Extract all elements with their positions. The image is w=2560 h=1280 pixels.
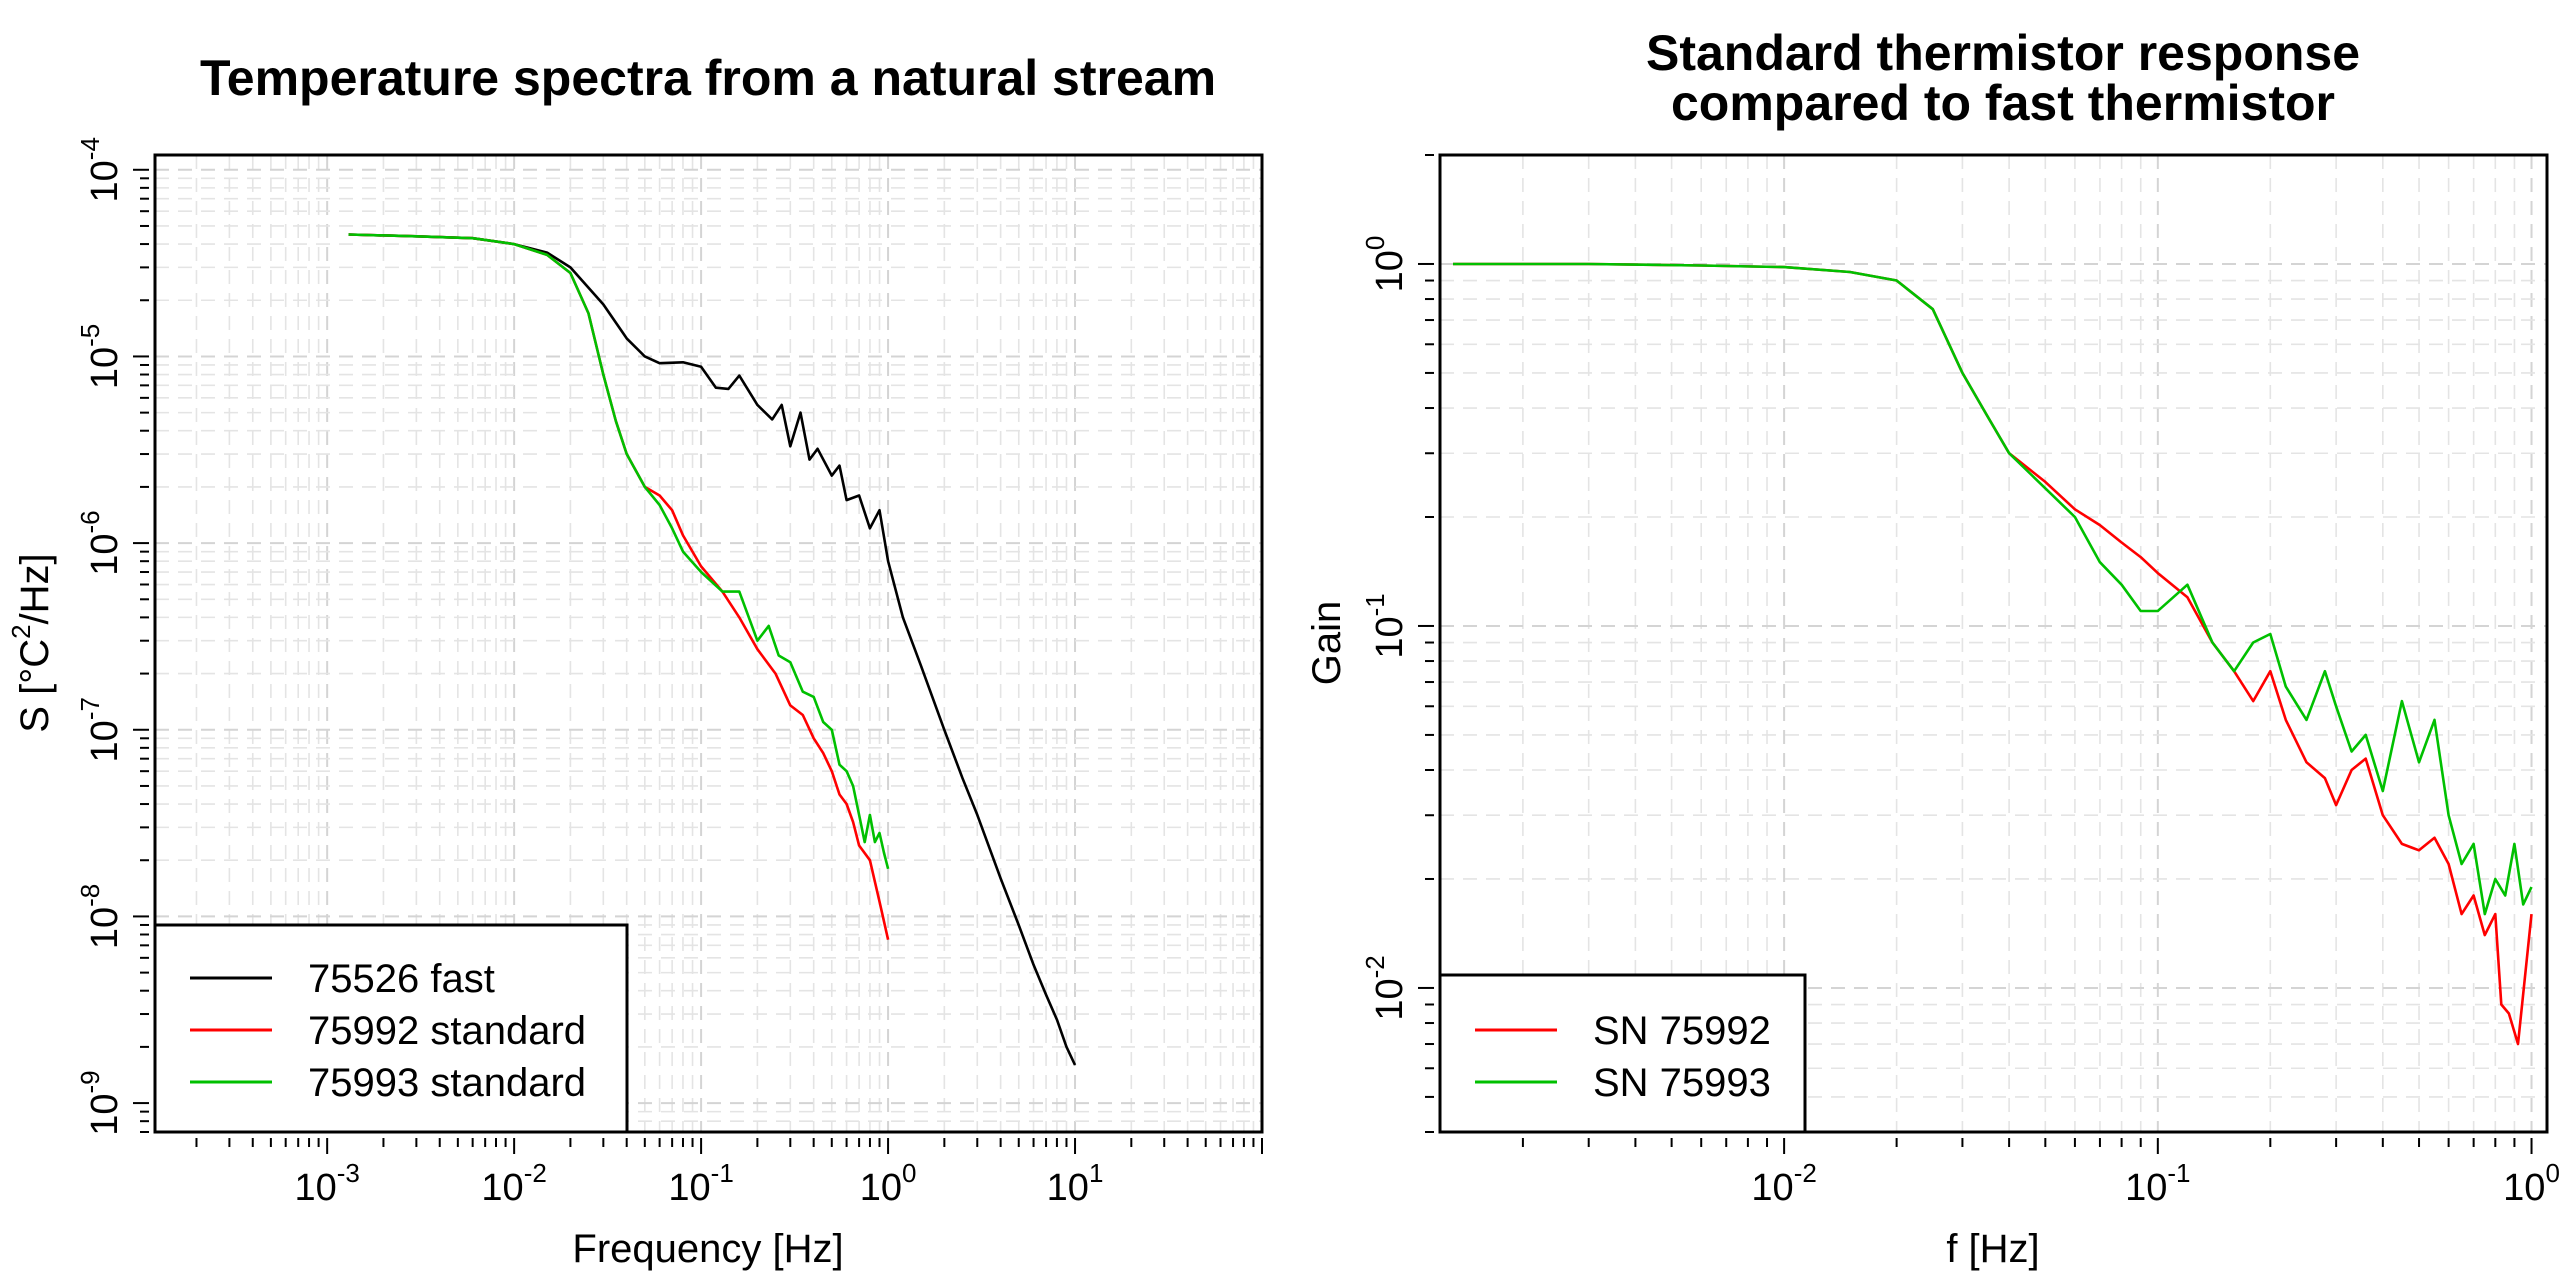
x-tick-label-exp: -3	[337, 1158, 360, 1188]
x-tick-label-exp: -1	[711, 1158, 734, 1188]
chart1-legend-label-75526: 75526 fast	[308, 957, 495, 1001]
chart2-legend-box	[1438, 973, 1807, 1134]
y-tick-label-base: 10	[84, 1094, 126, 1136]
chart1-legend-label-75993: 75993 standard	[308, 1061, 586, 1105]
x-tick-label: 10-1	[668, 1158, 733, 1209]
x-tick-label-base: 10	[668, 1167, 710, 1209]
x-tick-label-base: 10	[2125, 1167, 2167, 1209]
x-tick-label-base: 10	[294, 1167, 336, 1209]
chart1-legend: 75526 fast 75992 standard 75993 standard	[153, 923, 629, 1134]
x-tick-label: 100	[2503, 1158, 2560, 1209]
x-tick-label: 101	[1047, 1158, 1104, 1209]
y-tick-label-base: 10	[84, 720, 126, 762]
chart1-y-axis-label: S [°C2/Hz]	[6, 553, 57, 732]
x-tick-label: 10-3	[294, 1158, 359, 1209]
y-tick-label-exp: -8	[75, 884, 105, 907]
y-tick-label: 10-5	[75, 324, 126, 389]
x-tick-label-base: 10	[1751, 1167, 1793, 1209]
chart1-x-ticks: 10-3 10-2 10-1 100 101	[195, 1138, 1263, 1209]
y-tick-label: 10-2	[1360, 955, 1411, 1020]
chart1-plot-frame	[153, 153, 1264, 1134]
chart1-legend-label-75992: 75992 standard	[308, 1009, 586, 1053]
series-line-2	[1453, 262, 2533, 916]
x-tick-label: 100	[860, 1158, 917, 1209]
y-tick-label-base: 10	[1369, 616, 1411, 658]
chart1-y-label-sup: 2	[6, 624, 36, 638]
series-line-2	[348, 233, 890, 940]
chart1-title: Temperature spectra from a natural strea…	[200, 50, 1216, 106]
chart2-title-line2: compared to fast thermistor	[1671, 75, 2335, 131]
y-tick-label-base: 10	[1369, 250, 1411, 292]
y-tick-label: 100	[1360, 236, 1411, 293]
x-tick-label-base: 10	[1047, 1167, 1089, 1209]
x-tick-label: 10-2	[1751, 1158, 1816, 1209]
x-tick-label-base: 10	[481, 1167, 523, 1209]
y-tick-label-exp: -7	[75, 697, 105, 720]
x-tick-label: 10-2	[481, 1158, 546, 1209]
y-tick-label: 10-9	[75, 1070, 126, 1135]
chart2-y-axis-label: Gain	[1305, 601, 1349, 686]
x-tick-label: 10-1	[2125, 1158, 2190, 1209]
chart2-x-axis-label: f [Hz]	[1946, 1227, 2039, 1271]
chart1-y-label-tail: /Hz]	[13, 553, 57, 624]
chart2-legend-label-75992: SN 75992	[1593, 1009, 1771, 1053]
x-tick-label-base: 10	[2503, 1167, 2545, 1209]
chart2-x-ticks: 10-2 10-1 100	[1521, 1138, 2560, 1209]
y-tick-label-exp: -1	[1360, 593, 1390, 616]
x-tick-label-exp: 0	[2545, 1158, 2559, 1188]
chart2-legend-label-75993: SN 75993	[1593, 1061, 1771, 1105]
y-tick-label: 10-8	[75, 884, 126, 949]
y-tick-label-base: 10	[84, 907, 126, 949]
chart1-y-label-base: S [°C	[13, 639, 57, 733]
x-tick-label-exp: 0	[902, 1158, 916, 1188]
x-tick-label-exp: 1	[1089, 1158, 1103, 1188]
chart2-title-line1: Standard thermistor response	[1646, 25, 2360, 81]
y-tick-label-base: 10	[84, 534, 126, 576]
chart1-x-axis-label: Frequency [Hz]	[572, 1227, 843, 1271]
series-line-3	[348, 233, 890, 870]
chart1-series	[348, 233, 1077, 1066]
y-tick-label: 10-6	[75, 510, 126, 575]
y-tick-label-base: 10	[1369, 978, 1411, 1020]
y-tick-label: 10-4	[75, 137, 126, 202]
x-tick-label-base: 10	[860, 1167, 902, 1209]
x-tick-label-exp: -2	[1794, 1158, 1817, 1188]
y-tick-label-exp: -9	[75, 1070, 105, 1093]
y-tick-label: 10-1	[1360, 593, 1411, 658]
y-tick-label-exp: -4	[75, 137, 105, 160]
y-tick-label-base: 10	[84, 160, 126, 202]
x-tick-label-exp: -2	[524, 1158, 547, 1188]
chart2-series	[1453, 262, 2533, 1046]
y-tick-label-exp: 0	[1360, 236, 1390, 250]
y-tick-label-base: 10	[84, 347, 126, 389]
series-line-1	[348, 233, 1077, 1066]
y-tick-label-exp: -6	[75, 510, 105, 533]
series-line-1	[1453, 262, 2533, 1046]
y-tick-label-exp: -5	[75, 324, 105, 347]
y-tick-label-exp: -2	[1360, 955, 1390, 978]
y-tick-label: 10-7	[75, 697, 126, 762]
chart2-legend: SN 75992 SN 75993	[1438, 973, 1807, 1134]
chart1-y-ticks: 10-910-810-710-610-510-4	[75, 137, 149, 1136]
x-tick-label-exp: -1	[2167, 1158, 2190, 1188]
chart2-plot-frame	[1438, 153, 2549, 1134]
